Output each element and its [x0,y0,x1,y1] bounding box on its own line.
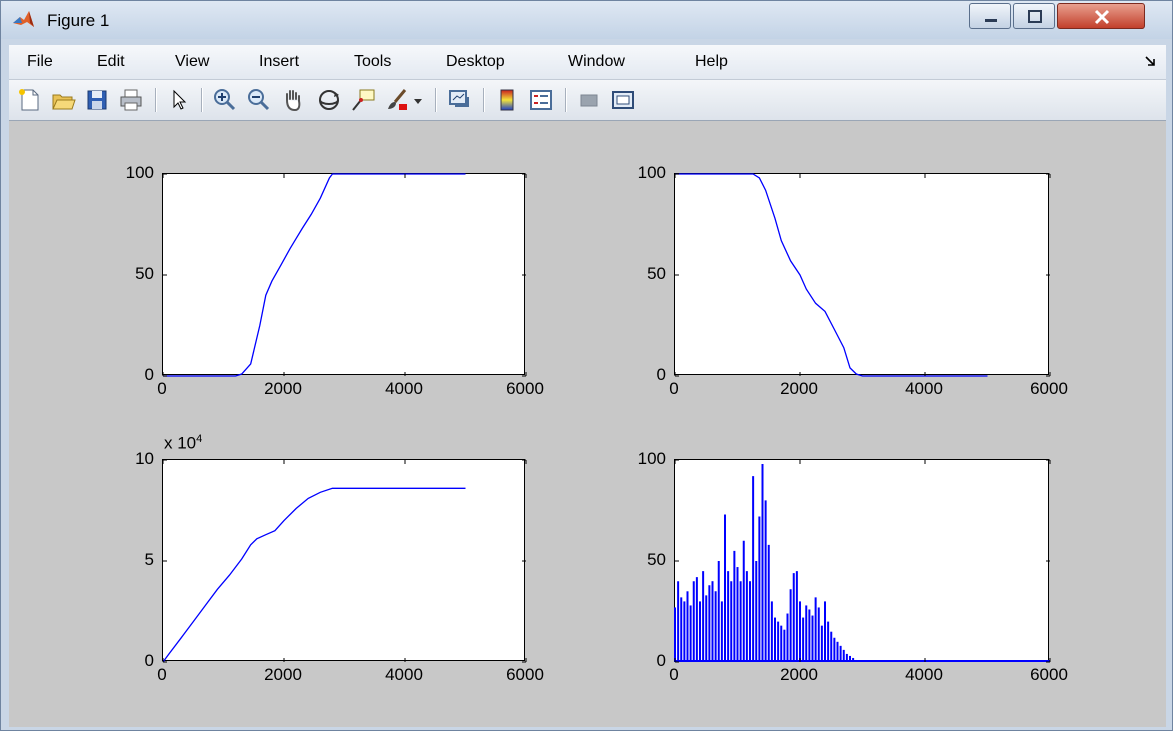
edit-plot-arrow-icon[interactable] [165,86,193,114]
subplot-3-plot-area [162,459,527,663]
figure-toolbar [9,80,1166,121]
brush-dropdown-icon[interactable] [411,86,425,114]
x-tick-label: 2000 [264,379,302,398]
matlab-logo-icon [11,9,35,31]
menu-tools[interactable]: Tools [354,53,392,70]
x-tick-label: 6000 [506,665,544,684]
menu-file[interactable]: File [27,53,53,70]
y-tick-label: 100 [125,163,154,182]
data-cursor-icon[interactable] [349,86,377,114]
y-exponent-label: x 104 [164,433,203,453]
x-tick-label: 6000 [1030,665,1068,684]
x-tick-label: 6000 [506,379,544,398]
toolbar-separator [201,88,203,112]
close-button[interactable] [1057,3,1145,29]
y-tick-label: 50 [647,264,666,283]
menu-desktop[interactable]: Desktop [446,53,505,70]
toolbar-separator [435,88,437,112]
menu-insert[interactable]: Insert [259,53,300,70]
series-line [675,173,988,377]
y-tick-label: 50 [135,264,154,283]
x-tick-label: 4000 [385,665,423,684]
subplot-2-axes[interactable] [674,173,1051,377]
y-tick-label: 100 [637,163,666,182]
x-tick-label: 4000 [905,379,943,398]
y-tick-label: 5 [144,550,154,569]
window-title: Figure 1 [47,11,110,30]
x-tick-label: 0 [669,665,679,684]
x-tick-label: 0 [157,379,167,398]
x-tick-label: 4000 [385,379,423,398]
show-plot-tools-icon[interactable] [609,86,637,114]
brush-icon[interactable] [383,86,411,114]
menu-view[interactable]: View [175,53,210,70]
toolbar-separator [483,88,485,112]
y-tick-label: 100 [637,449,666,468]
y-tick-label: 0 [656,651,666,670]
save-icon[interactable] [83,86,111,114]
menu-overflow-icon[interactable] [1144,54,1156,72]
pan-hand-icon[interactable] [279,86,307,114]
maximize-button[interactable] [1013,3,1055,29]
y-tick-label: 0 [144,365,154,384]
new-figure-icon[interactable] [15,86,43,114]
x-tick-label: 0 [157,665,167,684]
y-tick-label: 50 [647,550,666,569]
x-tick-label: 4000 [905,665,943,684]
subplot-3-axes[interactable] [162,459,527,663]
subplot-1-axes[interactable] [162,173,527,377]
y-tick-label: 0 [144,651,154,670]
toolbar-separator [565,88,567,112]
open-file-icon[interactable] [49,86,77,114]
x-tick-label: 2000 [264,665,302,684]
figure-canvas: 0 2000 4000 6000 0 50 100 0 2000 4000 6000 0 50 100 0 2… [9,121,1166,727]
subplot-2-plot-area [674,173,1051,377]
print-icon[interactable] [117,86,145,114]
rotate-3d-icon[interactable] [315,86,343,114]
zoom-in-icon[interactable] [211,86,239,114]
menu-help[interactable]: Help [695,53,728,70]
insert-colorbar-icon[interactable] [493,86,521,114]
toolbar-separator [155,88,157,112]
x-tick-label: 2000 [780,665,818,684]
menu-window[interactable]: Window [568,53,625,70]
series-line [163,173,466,377]
y-tick-label: 10 [135,449,154,468]
x-tick-label: 0 [669,379,679,398]
zoom-out-icon[interactable] [245,86,273,114]
subplot-4-plot-area [674,459,1051,663]
x-tick-label: 6000 [1030,379,1068,398]
minimize-button[interactable] [969,3,1011,29]
subplot-1-plot-area [162,173,527,377]
subplot-4-axes[interactable] [674,459,1051,663]
x-tick-label: 2000 [780,379,818,398]
menu-edit[interactable]: Edit [97,53,125,70]
y-tick-label: 0 [656,365,666,384]
link-plot-icon[interactable] [445,86,473,114]
series-line [162,487,466,663]
hide-plot-tools-icon[interactable] [575,86,603,114]
insert-legend-icon[interactable] [527,86,555,114]
menu-bar: File Edit View Insert Tools Desktop Wind… [9,45,1166,80]
title-bar[interactable]: Figure 1 [1,1,1172,39]
